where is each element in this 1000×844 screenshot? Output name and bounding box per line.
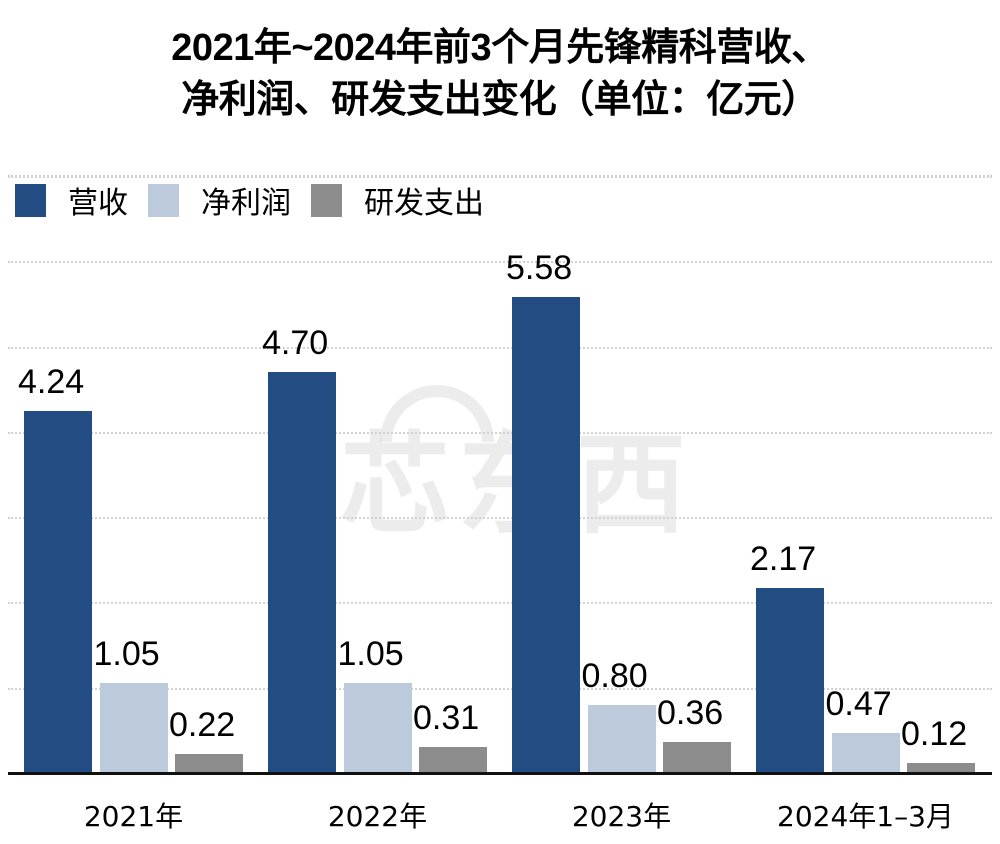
bar-revenue[interactable] xyxy=(512,297,580,773)
gridline xyxy=(8,602,992,605)
legend-swatch-net-profit xyxy=(148,183,179,217)
bar-net-profit[interactable] xyxy=(99,683,168,773)
bar-rd-expense[interactable] xyxy=(419,746,487,773)
gridline xyxy=(8,517,992,520)
data-label-rd-expense: 0.12 xyxy=(901,714,968,753)
chart-legend: 营收 净利润 研发支出 xyxy=(15,178,504,222)
x-axis-label: 2023年 xyxy=(571,800,672,833)
data-label-revenue: 4.70 xyxy=(262,324,329,363)
gridline xyxy=(8,346,992,349)
x-axis-label: 2024年1–3月 xyxy=(777,800,954,833)
data-label-net-profit: 1.05 xyxy=(337,635,404,674)
legend-item-rd-expense[interactable]: 研发支出 xyxy=(311,178,484,222)
plot-area: 4.24 1.05 0.22 4.70 1.05 0.31 5.58 0.80 0.36 2.17… xyxy=(8,175,992,773)
data-label-rd-expense: 0.31 xyxy=(413,698,480,737)
chart-title-line-2: 净利润、研发支出变化（单位：亿元） xyxy=(181,79,819,121)
legend-label-rd-expense: 研发支出 xyxy=(364,186,484,221)
gridline xyxy=(8,431,992,434)
legend-label-revenue: 营收 xyxy=(68,186,128,221)
data-label-revenue: 4.24 xyxy=(18,363,85,402)
gridline xyxy=(8,687,992,690)
bar-rd-expense[interactable] xyxy=(663,742,731,773)
legend-swatch-revenue xyxy=(15,183,46,217)
legend-item-revenue[interactable]: 营收 xyxy=(15,178,128,222)
legend-swatch-rd-expense xyxy=(311,183,342,217)
bar-net-profit[interactable] xyxy=(831,732,900,773)
x-axis-label: 2022年 xyxy=(327,800,428,833)
legend-item-net-profit[interactable]: 净利润 xyxy=(148,178,291,222)
gridline xyxy=(8,261,992,264)
x-axis-line xyxy=(8,772,992,775)
data-label-net-profit: 0.47 xyxy=(825,684,892,723)
chart-title-line-1: 2021年~2024年前3个月先锋精科营收、 xyxy=(171,27,829,69)
data-label-net-profit: 1.05 xyxy=(93,635,160,674)
chart-title: 2021年~2024年前3个月先锋精科营收、 净利润、研发支出变化（单位：亿元） xyxy=(0,22,1000,126)
x-axis-label: 2021年 xyxy=(83,800,184,833)
bar-rd-expense[interactable] xyxy=(175,754,243,773)
bar-revenue[interactable] xyxy=(756,587,824,773)
data-label-rd-expense: 0.22 xyxy=(169,706,236,745)
bar-net-profit[interactable] xyxy=(587,704,656,773)
bar-net-profit[interactable] xyxy=(343,683,412,773)
data-label-revenue: 5.58 xyxy=(506,249,573,288)
bar-revenue[interactable] xyxy=(24,411,92,773)
gridline xyxy=(8,175,992,178)
data-label-net-profit: 0.80 xyxy=(581,656,648,695)
data-label-rd-expense: 0.36 xyxy=(657,694,724,733)
bar-revenue[interactable] xyxy=(268,372,336,773)
data-label-revenue: 2.17 xyxy=(750,539,817,578)
legend-label-net-profit: 净利润 xyxy=(201,186,291,221)
bar-rd-expense[interactable] xyxy=(907,762,975,773)
